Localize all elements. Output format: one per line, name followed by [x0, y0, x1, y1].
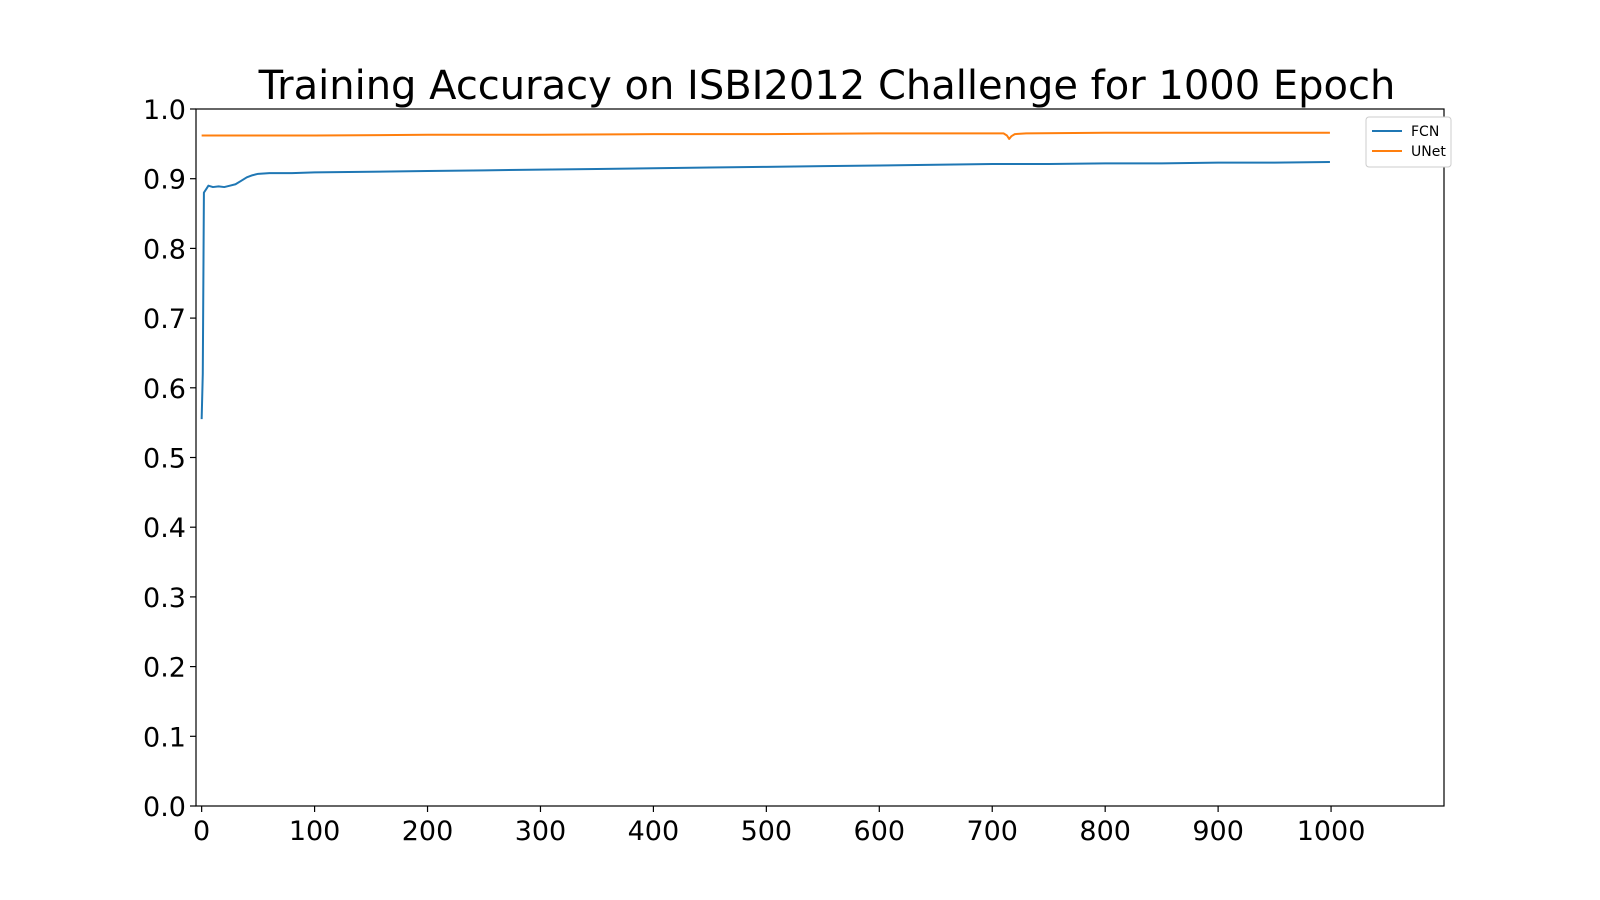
y-tick-label: 0.8 — [143, 234, 186, 265]
x-tick-label: 1000 — [1297, 816, 1366, 847]
y-tick-label: 0.9 — [143, 165, 186, 196]
y-tick-label: 0.2 — [143, 653, 186, 684]
y-tick-label: 0.7 — [143, 304, 186, 335]
legend-box — [1365, 116, 1452, 168]
chart-title: Training Accuracy on ISBI2012 Challenge … — [258, 63, 1396, 109]
x-tick-label: 0 — [193, 816, 210, 847]
y-tick-label: 0.4 — [143, 513, 186, 544]
series-line-fcn — [200, 160, 1330, 420]
y-tick-label: 1.0 — [143, 95, 186, 126]
x-tick-label: 300 — [515, 816, 567, 847]
x-tick-label: 400 — [628, 816, 680, 847]
x-tick-label: 800 — [1079, 816, 1131, 847]
y-tick-label: 0.3 — [143, 583, 186, 614]
legend-label: UNet — [1411, 144, 1446, 160]
x-tick-label: 700 — [966, 816, 1018, 847]
series-line-unet — [201, 131, 1330, 140]
x-tick-label: 200 — [402, 816, 454, 847]
series-layer — [200, 131, 1330, 420]
legend: FCN UNet — [1365, 116, 1452, 168]
x-tick-label: 100 — [289, 816, 341, 847]
y-tick-label: 0.5 — [143, 444, 186, 475]
x-tick-label: 500 — [741, 816, 793, 847]
x-tick-label: 600 — [854, 816, 906, 847]
y-tick-label: 0.1 — [143, 722, 186, 753]
y-axis: 0.0 0.1 0.2 0.3 0.4 0.5 0.6 0.7 0.8 0.9 1.0 — [143, 95, 196, 823]
y-tick-label: 0.0 — [143, 792, 186, 823]
x-tick-label: 900 — [1192, 816, 1244, 847]
plot-frame — [195, 108, 1445, 807]
legend-label: FCN — [1411, 124, 1439, 140]
x-axis: 0 100 200 300 400 500 600 700 800 900 1000 — [193, 806, 1365, 847]
y-tick-label: 0.6 — [143, 374, 186, 405]
